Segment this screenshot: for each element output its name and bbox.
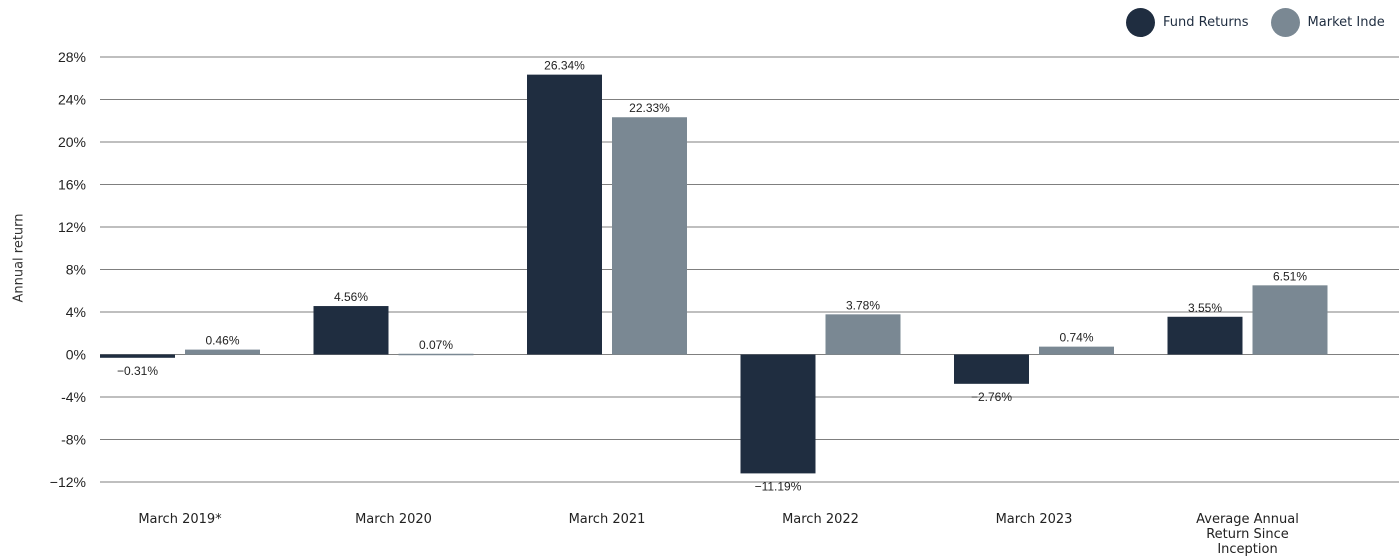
y-tick-label: 24% bbox=[58, 92, 86, 108]
bar-index bbox=[398, 353, 474, 356]
y-tick-label: −12% bbox=[50, 474, 86, 490]
data-label-fund: 3.55% bbox=[1188, 301, 1222, 315]
x-tick-label: March 2019* bbox=[138, 512, 222, 527]
data-label-fund: −0.31% bbox=[117, 364, 158, 378]
bar-index bbox=[612, 117, 687, 355]
y-tick-label: -8% bbox=[61, 432, 86, 448]
bar-index bbox=[1039, 346, 1114, 355]
data-label-index: 3.78% bbox=[846, 298, 880, 312]
data-label-fund: −2.76% bbox=[971, 390, 1012, 404]
bar-fund bbox=[740, 354, 816, 474]
x-tick-label: Inception bbox=[1217, 542, 1277, 557]
bar-index bbox=[1252, 285, 1328, 355]
x-tick-label: March 2023 bbox=[996, 512, 1073, 527]
y-tick-label: -4% bbox=[61, 389, 86, 405]
y-tick-label: 0% bbox=[66, 347, 86, 363]
legend: Fund Returns Market Inde bbox=[1126, 8, 1399, 37]
legend-item-index: Market Inde bbox=[1270, 8, 1385, 37]
y-tick-label: 8% bbox=[66, 262, 86, 278]
bar-index bbox=[825, 314, 901, 355]
x-tick-label: Return Since bbox=[1206, 527, 1289, 542]
x-tick-label: Average Annual bbox=[1196, 512, 1299, 527]
bar-index bbox=[185, 349, 260, 355]
y-tick-label: 4% bbox=[66, 304, 86, 320]
y-tick-label: 16% bbox=[58, 177, 86, 193]
data-label-fund: 4.56% bbox=[334, 290, 368, 304]
x-tick-label: March 2022 bbox=[782, 512, 859, 527]
bar-fund bbox=[527, 74, 602, 355]
y-tick-label: 12% bbox=[58, 219, 86, 235]
legend-swatch-index bbox=[1270, 8, 1300, 37]
data-label-index: 0.74% bbox=[1059, 331, 1093, 345]
legend-label-fund: Fund Returns bbox=[1163, 15, 1249, 30]
bar-fund bbox=[313, 306, 389, 355]
data-label-index: 0.46% bbox=[205, 334, 239, 348]
legend-swatch-fund bbox=[1126, 8, 1155, 37]
x-tick-label: March 2021 bbox=[569, 512, 646, 527]
data-label-fund: 26.34% bbox=[544, 59, 585, 73]
bar-fund bbox=[1167, 316, 1243, 355]
x-tick-label: March 2020 bbox=[355, 512, 432, 527]
bar-fund bbox=[954, 354, 1029, 384]
legend-item-fund: Fund Returns bbox=[1126, 8, 1249, 37]
data-label-index: 0.07% bbox=[419, 338, 453, 352]
data-label-index: 22.33% bbox=[629, 101, 670, 115]
legend-label-index: Market Inde bbox=[1307, 15, 1385, 30]
y-tick-label: 28% bbox=[58, 49, 86, 65]
bar-fund bbox=[100, 354, 175, 358]
data-label-fund: −11.19% bbox=[755, 479, 802, 493]
data-label-index: 6.51% bbox=[1273, 269, 1307, 283]
y-tick-label: 20% bbox=[58, 134, 86, 150]
